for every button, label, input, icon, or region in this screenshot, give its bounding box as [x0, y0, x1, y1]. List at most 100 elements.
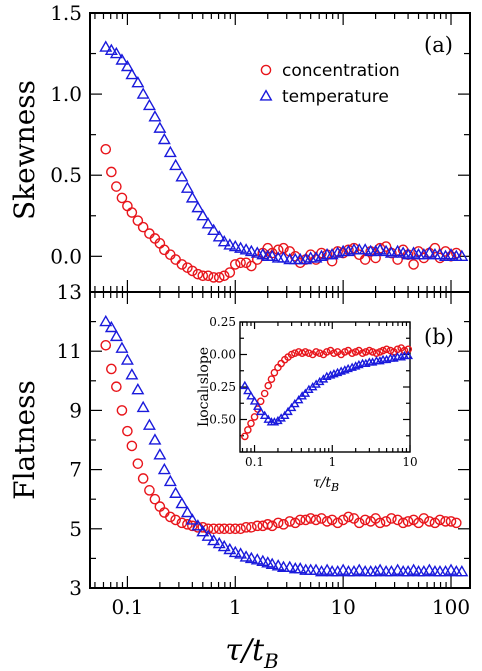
panel-b-point-temperature: [309, 563, 323, 575]
panel-a-point-temperature: [223, 238, 237, 250]
inset-point-concentration: [322, 348, 331, 356]
panel-a-point-temperature: [444, 247, 458, 260]
panel-b-point-concentration: [165, 511, 176, 523]
y-axis-label-skewness: Skewness: [8, 80, 41, 220]
inset-point-temperature: [280, 410, 290, 419]
panel-b-point-concentration: [218, 523, 230, 535]
panel-b-point-concentration: [332, 517, 343, 529]
panel-a-point-temperature: [148, 110, 162, 122]
panel-b-point-concentration: [451, 517, 462, 529]
panel-b-point-concentration: [137, 473, 149, 484]
panel-b-point-concentration: [213, 523, 225, 535]
panel-b-point-concentration: [116, 405, 128, 416]
panel-a-point-temperature: [201, 217, 215, 229]
inset-point-temperature: [286, 402, 297, 412]
panel-a-point-concentration: [159, 244, 170, 256]
panel-a-point-concentration: [202, 270, 214, 282]
panel-b-point-concentration: [294, 514, 306, 526]
panel-b-x-tick-label: 0.1: [112, 595, 144, 619]
inset-point-temperature: [252, 401, 263, 410]
panel-b-point-temperature: [175, 496, 189, 509]
panel-a-point-concentration: [251, 254, 263, 265]
panel-b-point-temperature: [142, 418, 156, 430]
inset-point-temperature: [375, 356, 385, 365]
inset-point-concentration: [301, 348, 310, 356]
panel-b-point-concentration: [132, 458, 144, 469]
panel-a-point-temperature: [163, 145, 177, 158]
inset-y-axis-label: Local slope: [196, 347, 212, 427]
inset-point-temperature: [293, 395, 304, 404]
panel-a-point-temperature: [433, 247, 447, 260]
panel-b-point-concentration: [176, 517, 188, 529]
inset-point-concentration: [379, 346, 387, 355]
panel-b-point-temperature: [271, 559, 285, 571]
panel-b-point-temperature: [157, 462, 171, 475]
panel-b-y-tick-label: 5: [69, 517, 82, 541]
panel-a-point-concentration: [229, 259, 241, 270]
panel-b-point-concentration: [305, 513, 316, 524]
inset-point-temperature: [263, 414, 274, 423]
panel-a-point-concentration: [246, 260, 257, 272]
inset-point-temperature: [255, 406, 266, 416]
panel-b-point-concentration: [337, 514, 349, 526]
panel-b-point-concentration: [246, 522, 257, 533]
panel-b-point-concentration: [100, 339, 112, 351]
panel-a-point-concentration: [100, 143, 112, 155]
inset-point-temperature: [259, 410, 270, 419]
panel-a-point-temperature: [169, 158, 183, 171]
panel-b-point-temperature: [104, 320, 118, 333]
panel-b-point-concentration: [240, 522, 252, 533]
panel-a-point-temperature: [244, 244, 258, 257]
panel-b-point-concentration: [106, 363, 117, 375]
panel-a-point-temperature: [157, 132, 171, 145]
panel-a-point-concentration: [126, 207, 138, 218]
panel-b-point-temperature: [217, 539, 231, 552]
panel-b-point-concentration: [126, 440, 138, 452]
panel-a-point-concentration: [359, 254, 371, 265]
inset-point-temperature: [340, 365, 350, 374]
panel-b-point-temperature: [109, 329, 123, 342]
panel-b-point-concentration: [321, 516, 333, 527]
panel-a-point-concentration: [408, 259, 419, 270]
panel-a-point-temperature: [283, 252, 297, 265]
inset-point-concentration: [264, 381, 273, 390]
inset-series-concentration: [241, 344, 413, 441]
panel-a-point-temperature: [239, 243, 253, 255]
panel-b-point-concentration: [343, 511, 354, 523]
inset-point-temperature: [240, 380, 250, 390]
panel-a-point-temperature: [142, 98, 156, 111]
panel-b-point-temperature: [131, 382, 145, 395]
panel-b-point-concentration: [122, 425, 133, 437]
panel-a-point-concentration: [176, 259, 188, 270]
panel-b-point-concentration: [208, 523, 219, 535]
panel-a-point-temperature: [277, 251, 291, 263]
panel-a-point-temperature: [217, 235, 231, 247]
panel-a-point-concentration: [197, 270, 209, 282]
panel-b-point-temperature: [120, 353, 134, 365]
panel-b-point-concentration: [374, 517, 386, 529]
inset-point-concentration: [348, 349, 356, 358]
x-axis-label-subscript: B: [263, 649, 279, 671]
inset-point-temperature: [246, 391, 256, 400]
panel-a-point-temperature: [125, 67, 139, 80]
inset-point-concentration: [330, 349, 338, 358]
panel-b-point-temperature: [455, 565, 469, 577]
panel-a-point-concentration: [272, 244, 284, 256]
panel-b-point-temperature: [234, 547, 248, 559]
inset-point-concentration: [256, 397, 265, 406]
panel-b-point-temperature: [191, 519, 205, 531]
panel-label-b: (b): [424, 325, 454, 349]
panel-a-point-temperature: [104, 43, 118, 55]
panel-b-point-concentration: [359, 514, 371, 526]
panel-b-point-temperature: [250, 553, 264, 565]
panel-b-point-temperature: [125, 368, 139, 380]
panel-a-point-temperature: [373, 243, 387, 255]
legend: [259, 64, 273, 101]
panel-b-point-concentration: [224, 523, 236, 535]
inset-point-temperature: [283, 406, 293, 416]
inset-point-concentration: [382, 345, 391, 354]
panel-b-point-temperature: [244, 551, 258, 564]
panel-b-point-temperature: [283, 560, 297, 572]
panel-b-point-temperature: [212, 536, 226, 549]
